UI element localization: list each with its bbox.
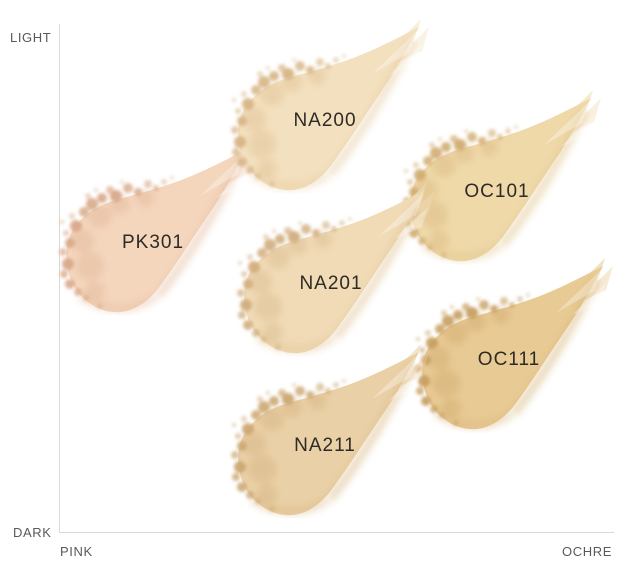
shade-swatch: PK301 bbox=[60, 146, 250, 316]
shade-swatch: OC101 bbox=[404, 95, 594, 265]
y-axis-label-dark: DARK bbox=[13, 525, 52, 540]
powder-smear-graphic bbox=[60, 146, 250, 316]
powder-smear-graphic bbox=[404, 95, 594, 265]
shade-swatch: OC111 bbox=[416, 263, 606, 433]
shade-swatch: NA211 bbox=[232, 349, 422, 519]
y-axis-label-light: LIGHT bbox=[10, 30, 52, 45]
shade-code-label: OC111 bbox=[477, 349, 541, 370]
shade-swatch: NA201 bbox=[238, 187, 428, 357]
y-axis-line bbox=[59, 24, 60, 533]
shade-code-label: PK301 bbox=[121, 232, 185, 253]
shade-code-label: NA200 bbox=[293, 110, 357, 131]
powder-smear-graphic bbox=[416, 263, 606, 433]
x-axis-line bbox=[59, 532, 614, 533]
shade-code-label: NA211 bbox=[294, 435, 356, 456]
powder-smear-graphic bbox=[232, 24, 422, 194]
powder-smear-graphic bbox=[232, 349, 422, 519]
shade-swatch: NA200 bbox=[232, 24, 422, 194]
shade-code-label: NA201 bbox=[299, 273, 363, 294]
x-axis-label-ochre: OCHRE bbox=[562, 544, 612, 559]
shade-code-label: OC101 bbox=[464, 181, 530, 202]
x-axis-label-pink: PINK bbox=[60, 544, 93, 559]
powder-smear-graphic bbox=[238, 187, 428, 357]
